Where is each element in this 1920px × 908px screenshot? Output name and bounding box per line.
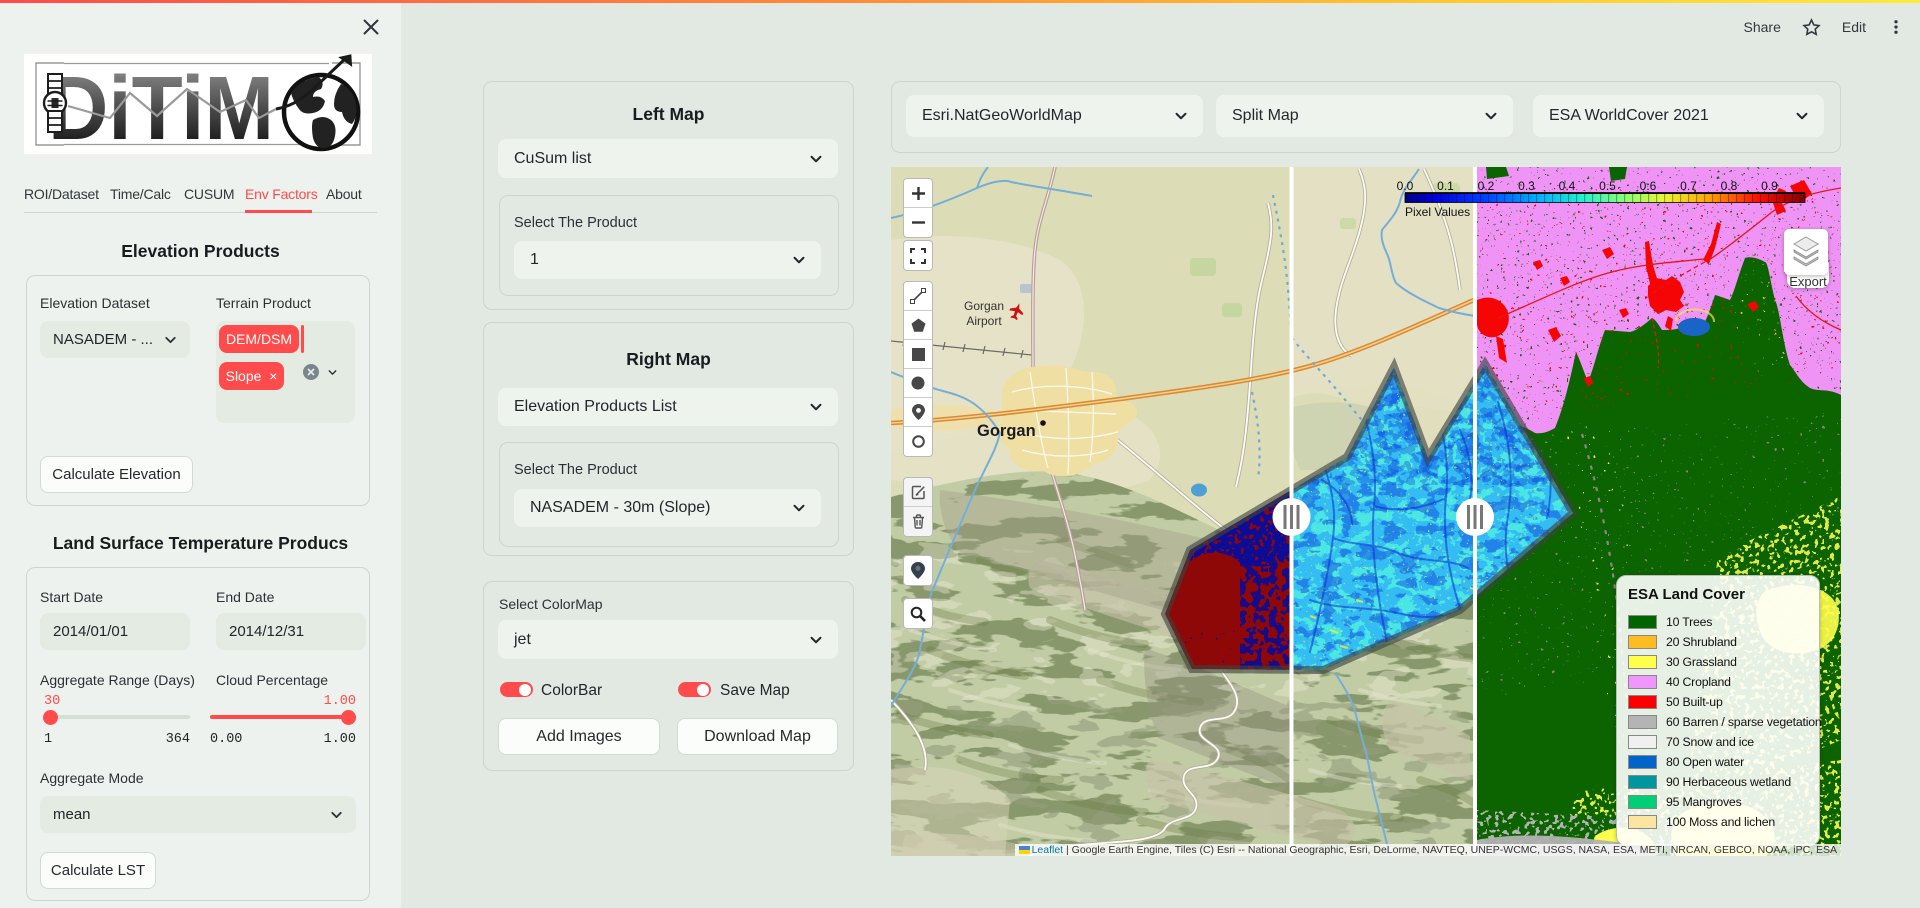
svg-text:0.3: 0.3 [1518,179,1535,193]
svg-text:0.5: 0.5 [1599,179,1616,193]
svg-text:0.6: 0.6 [1640,179,1657,193]
svg-text:0.2: 0.2 [1478,179,1495,193]
svg-text:Pixel Values: Pixel Values [1405,205,1470,219]
svg-text:Gorgan: Gorgan [964,299,1004,313]
svg-text:0.1: 0.1 [1437,179,1454,193]
svg-text:DiTiM: DiTiM [48,59,274,154]
svg-text:0.9: 0.9 [1761,179,1778,193]
svg-text:Gorgan: Gorgan [977,422,1036,440]
svg-text:Airport: Airport [966,314,1002,328]
svg-text:0.8: 0.8 [1721,179,1738,193]
svg-text:0.7: 0.7 [1680,179,1697,193]
svg-text:0.0: 0.0 [1397,179,1414,193]
svg-text:0.4: 0.4 [1559,179,1576,193]
